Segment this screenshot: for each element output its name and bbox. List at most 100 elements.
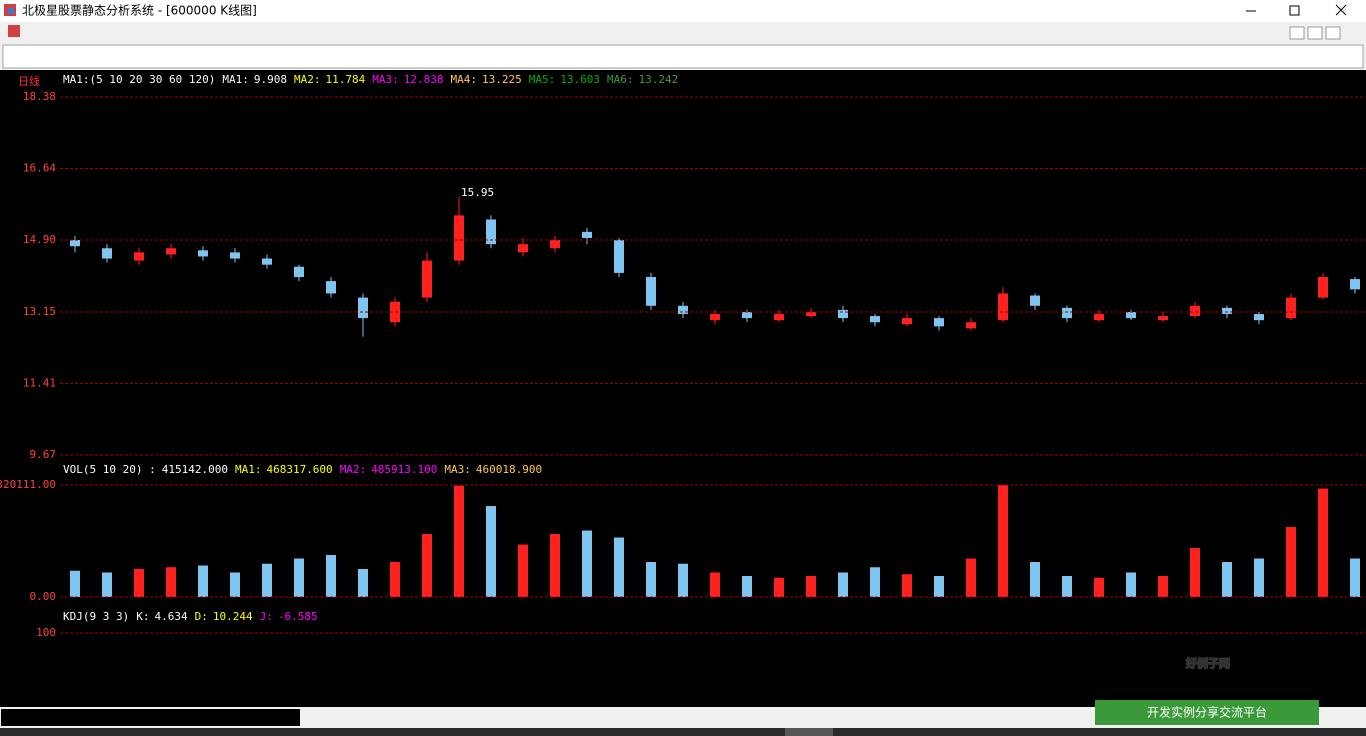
volume-bar: [326, 555, 336, 597]
legend-item: MA2:: [294, 73, 321, 86]
volume-bar: [966, 558, 976, 597]
y-tick-label: 16.64: [23, 162, 56, 175]
child-minimize[interactable]: [1289, 26, 1305, 40]
legend-item: MA1:(5 10 20 30 60 120): [63, 73, 215, 86]
taskbar-item[interactable]: [785, 728, 833, 736]
candle-body: [230, 252, 240, 259]
volume-bar: [518, 544, 528, 597]
volume-bar: [550, 534, 560, 597]
legend-item: 468317.600: [266, 463, 332, 476]
close-button[interactable]: [1335, 4, 1347, 16]
legend-item: 13.603: [560, 73, 600, 86]
y-tick-label: 11.41: [23, 376, 56, 389]
candle-body: [550, 240, 560, 249]
y-tick-label: 18.38: [23, 90, 56, 103]
candle-body: [646, 277, 656, 306]
status-panel: [1, 709, 300, 726]
candle-body: [262, 258, 272, 265]
candle-body: [1158, 316, 1168, 321]
child-restore[interactable]: [1307, 26, 1323, 40]
legend-item: MA2:: [340, 463, 367, 476]
restore-button[interactable]: [1289, 5, 1300, 16]
legend-item: K:: [136, 610, 149, 623]
legend-item: 13.242: [638, 73, 678, 86]
volume-bar: [390, 562, 400, 597]
volume-bar: [646, 562, 656, 597]
legend-item: MA6:: [607, 73, 634, 86]
candle-body: [614, 240, 624, 273]
watermark-title: 好例子网: [1185, 656, 1230, 670]
volume-panel: [70, 485, 1360, 597]
volume-bar: [1062, 576, 1072, 597]
candle-body: [1030, 295, 1040, 306]
candle-body: [166, 248, 176, 255]
volume-bar: [934, 576, 944, 597]
candle-body: [902, 318, 912, 325]
candle-body: [1286, 297, 1296, 319]
child-icon[interactable]: [8, 25, 20, 37]
legend-item: MA4:: [450, 73, 477, 86]
y-tick-label: 9.67: [30, 448, 57, 461]
volume-bar: [614, 537, 624, 597]
chart-area: [0, 70, 1366, 707]
volume-bar: [1286, 527, 1296, 597]
title-bar: [0, 0, 1366, 22]
candle-body: [358, 297, 368, 319]
candle-body: [422, 260, 432, 298]
volume-bar: [742, 576, 752, 597]
volume-bar: [1190, 548, 1200, 597]
candle-body: [870, 316, 880, 323]
volume-bar: [486, 506, 496, 597]
volume-bar: [422, 534, 432, 597]
watermark-subtitle: 开发实例分享交流平台: [1147, 705, 1267, 720]
period-label: 日线: [18, 74, 40, 88]
legend-item: 485913.100: [371, 463, 437, 476]
volume-bar: [166, 567, 176, 597]
legend-item: -6.585: [278, 610, 318, 623]
volume-bar: [1222, 562, 1232, 597]
volume-bar: [1318, 488, 1328, 597]
candle-body: [134, 252, 144, 261]
volume-bar: [1094, 577, 1104, 597]
menu-bar: [0, 22, 1366, 42]
y-tick-label: 13.15: [23, 305, 56, 318]
y-tick-label: 14.90: [23, 233, 56, 246]
volume-bar: [358, 569, 368, 597]
legend-item: 9.908: [254, 73, 287, 86]
candle-body: [678, 305, 688, 315]
app-icon-part: [8, 8, 14, 14]
legend-item: 10.244: [213, 610, 253, 623]
legend-item: MA1:: [235, 463, 262, 476]
child-close[interactable]: [1325, 26, 1341, 40]
candle-body: [102, 248, 112, 259]
volume-bar: [838, 572, 848, 597]
volume-bar: [1030, 562, 1040, 597]
volume-bar: [582, 530, 592, 597]
volume-bar: [806, 576, 816, 597]
status-bar: [0, 707, 1366, 728]
legend-item: 13.225: [482, 73, 522, 86]
candle-body: [1094, 314, 1104, 321]
candle-body: [742, 311, 752, 319]
candle-body: [998, 293, 1008, 321]
volume-bar: [774, 577, 784, 597]
legend-item: 460018.900: [476, 463, 542, 476]
toolbar: [2, 44, 1364, 69]
legend-item: 4.634: [154, 610, 187, 623]
volume-bar: [678, 563, 688, 597]
candle-body: [806, 311, 816, 317]
candle-body: [774, 314, 784, 321]
window-title: 北极星股票静态分析系统 - [600000 K线图]: [22, 4, 257, 18]
legend-item: MA3:: [444, 463, 471, 476]
candle-body: [1062, 307, 1072, 319]
candle-body: [198, 250, 208, 257]
candle-body: [518, 244, 528, 253]
candle-body: [1350, 279, 1360, 290]
candle-body: [1126, 311, 1136, 319]
volume-bar: [230, 572, 240, 597]
candle-body: [838, 309, 848, 319]
legend-item: MA3:: [372, 73, 399, 86]
candle-body: [710, 314, 720, 321]
volume-bar: [454, 485, 464, 597]
